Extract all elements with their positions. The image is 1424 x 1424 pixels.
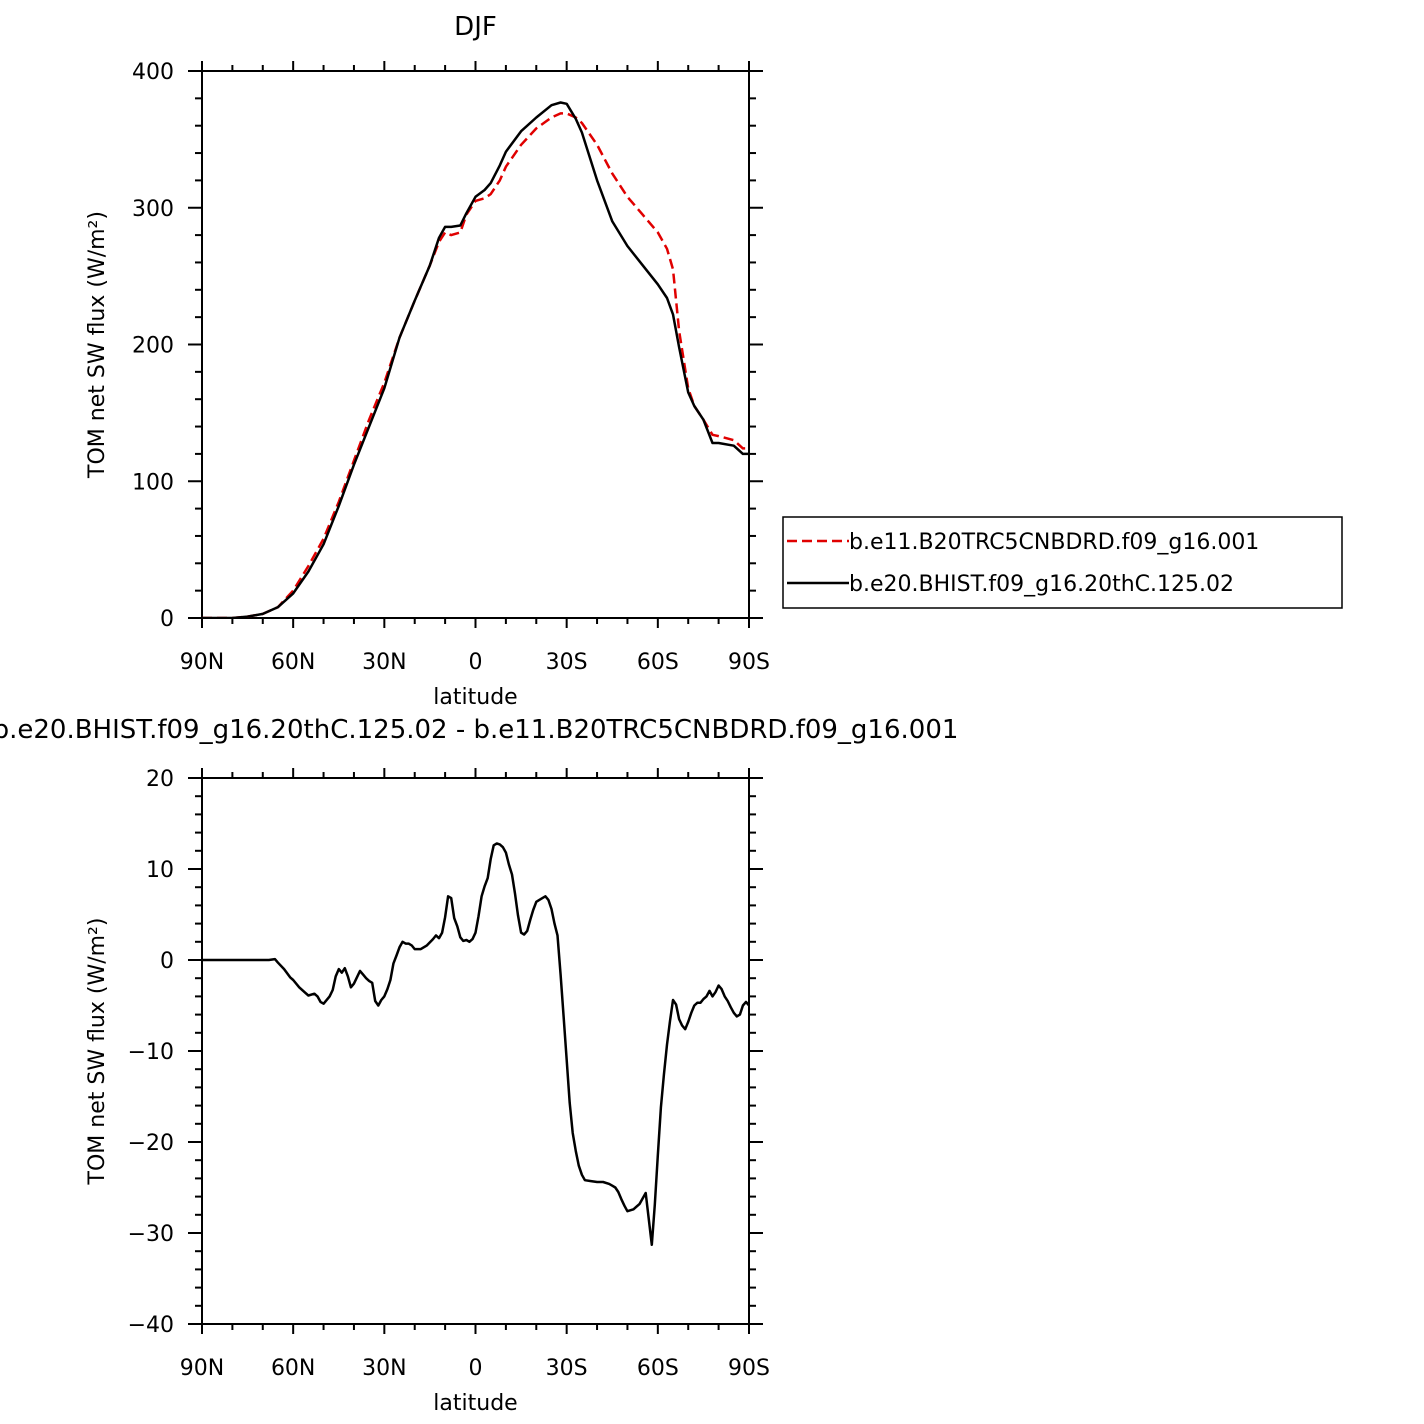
chart-top-ytick-label: 200 bbox=[132, 334, 174, 359]
chart-bottom-ytick-label: −10 bbox=[128, 1040, 174, 1065]
chart-top-ytick-label: 300 bbox=[132, 197, 174, 222]
chart-bottom-xtick-label: 60S bbox=[637, 1356, 679, 1381]
chart-bottom-ytick-label: 10 bbox=[146, 858, 174, 883]
chart-bottom-ytick-label: 20 bbox=[146, 767, 174, 792]
chart-top-series-line-0 bbox=[202, 112, 749, 618]
chart-top-xlabel: latitude bbox=[433, 685, 517, 710]
chart-bottom-xtick-label: 0 bbox=[469, 1356, 483, 1381]
chart-top-series-line-1 bbox=[202, 101, 749, 618]
chart-top-xtick-label: 30N bbox=[362, 650, 406, 675]
chart-top-title: DJF bbox=[454, 12, 497, 42]
chart-bottom-ytick-label: −20 bbox=[128, 1131, 174, 1156]
chart-bottom-ytick-label: 0 bbox=[160, 949, 174, 974]
chart-bottom-series-line-0 bbox=[202, 842, 749, 1247]
chart-bottom-title: b.e20.BHIST.f09_g16.20thC.125.02 - b.e11… bbox=[0, 715, 958, 745]
chart-top-ytick-label: 400 bbox=[132, 60, 174, 85]
chart-bottom-xlabel: latitude bbox=[433, 1391, 517, 1416]
chart-bottom-xtick-label: 90N bbox=[180, 1356, 224, 1381]
chart-bottom-ylabel: TOM net SW flux (W/m²) bbox=[85, 918, 110, 1186]
chart-top-ytick-label: 100 bbox=[132, 470, 174, 495]
chart-top-xtick-label: 90N bbox=[180, 650, 224, 675]
chart-bottom-xtick-label: 90S bbox=[728, 1356, 770, 1381]
chart-bottom-xtick-label: 30S bbox=[546, 1356, 588, 1381]
chart-top-xtick-label: 90S bbox=[728, 650, 770, 675]
chart-top-xtick-label: 30S bbox=[546, 650, 588, 675]
chart-top-xtick-label: 60S bbox=[637, 650, 679, 675]
legend-label-0: b.e11.B20TRC5CNBDRD.f09_g16.001 bbox=[849, 530, 1259, 555]
chart-top-ytick-label: 0 bbox=[160, 607, 174, 632]
chart-bottom-xtick-label: 60N bbox=[271, 1356, 315, 1381]
chart-bottom-ytick-label: −30 bbox=[128, 1222, 174, 1247]
chart-top-xtick-label: 60N bbox=[271, 650, 315, 675]
legend-box bbox=[782, 516, 1343, 609]
chart-top-xtick-label: 0 bbox=[469, 650, 483, 675]
chart-bottom-ytick-label: −40 bbox=[128, 1313, 174, 1338]
chart-top-ylabel: TOM net SW flux (W/m²) bbox=[85, 211, 110, 479]
chart-top-frame bbox=[201, 70, 750, 619]
legend-label-1: b.e20.BHIST.f09_g16.20thC.125.02 bbox=[849, 572, 1234, 597]
chart-bottom-xtick-label: 30N bbox=[362, 1356, 406, 1381]
